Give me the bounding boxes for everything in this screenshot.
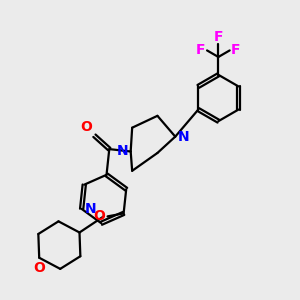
Text: F: F: [231, 44, 241, 57]
Text: F: F: [214, 30, 223, 44]
Text: N: N: [178, 130, 189, 144]
Text: N: N: [85, 202, 96, 216]
Text: O: O: [93, 209, 105, 224]
Text: F: F: [196, 44, 206, 57]
Text: N: N: [117, 145, 128, 158]
Text: O: O: [80, 120, 92, 134]
Text: O: O: [33, 261, 45, 275]
